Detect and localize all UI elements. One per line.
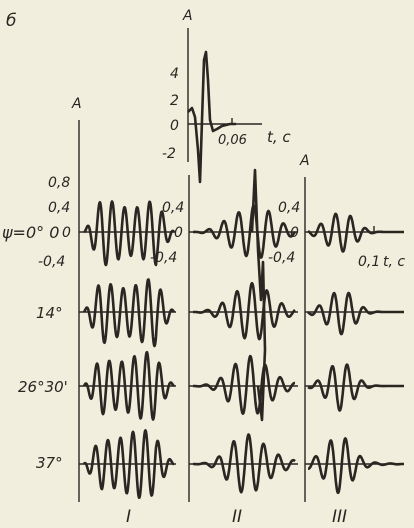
row-label-37: 37°	[36, 454, 63, 472]
panel-letter: б	[6, 11, 16, 31]
column-III-x-axis-label: t, c	[383, 254, 405, 270]
column-I-y-tick-0: 0	[62, 225, 71, 241]
inset-pulse-trace	[187, 50, 236, 184]
column-III-y-tick-minus-0-4: -0,4	[268, 250, 295, 266]
inset-y-tick-minus-2: -2	[162, 146, 176, 162]
wave-trace-row-4-col-I	[82, 429, 175, 499]
inset-y-tick-0: 0	[170, 118, 179, 134]
column-I-y-tick-minus-0-4: -0,4	[38, 254, 65, 270]
wave-trace-row-2-col-II	[192, 281, 296, 341]
column-III-axes: A 0,4 0 -0,4 0,1 t, c III	[268, 153, 405, 527]
row-label-0: ψ=0° 0	[2, 223, 59, 242]
column-II-y-tick-0: 0	[174, 225, 183, 241]
column-II-label: II	[232, 507, 242, 527]
wave-trace-row-3-col-I	[82, 350, 175, 421]
column-I-y-axis-label: A	[71, 96, 82, 112]
column-I-y-tick-0-4: 0,4	[48, 200, 70, 216]
row-label-14: 14°	[36, 304, 63, 322]
waveform-traces	[82, 168, 405, 499]
column-I-y-tick-0-8: 0,8	[48, 175, 70, 191]
column-III-y-axis-label: A	[299, 153, 310, 169]
inset-y-axis-label: A	[182, 8, 193, 24]
wave-spike-col-II	[250, 168, 267, 422]
trace-baselines	[79, 231, 404, 465]
column-I-label: I	[126, 507, 131, 527]
wave-trace-row-1-col-I	[83, 200, 176, 267]
column-I-axes: A 0,8 0,4 0 -0,4 I	[38, 96, 131, 527]
wave-trace-row-4-col-III	[307, 437, 405, 495]
wave-trace-row-3-col-II	[192, 354, 296, 415]
wave-trace-row-2-col-III	[307, 291, 405, 336]
wave-trace-row-1-col-II	[192, 204, 296, 259]
inset-y-tick-2: 2	[170, 93, 179, 109]
wave-trace-row-1-col-III	[307, 212, 405, 253]
row-label-26-30: 26°30'	[18, 378, 68, 396]
wave-trace-row-2-col-I	[82, 278, 176, 348]
column-III-label: III	[332, 507, 347, 527]
wave-trace-row-4-col-II	[192, 433, 296, 494]
wave-trace-row-3-col-III	[307, 363, 405, 412]
inset-x-tick-label: 0,06	[218, 133, 247, 148]
inset-x-axis-label: t, c	[267, 128, 291, 146]
column-III-x-tick-label: 0,1	[358, 254, 380, 270]
inset-plot: A 4 2 0 -2 0,06 t, c	[162, 8, 291, 184]
column-II-y-tick-0-4: 0,4	[162, 200, 184, 216]
column-III-y-tick-0-4: 0,4	[278, 200, 300, 216]
inset-y-tick-4: 4	[170, 66, 179, 82]
